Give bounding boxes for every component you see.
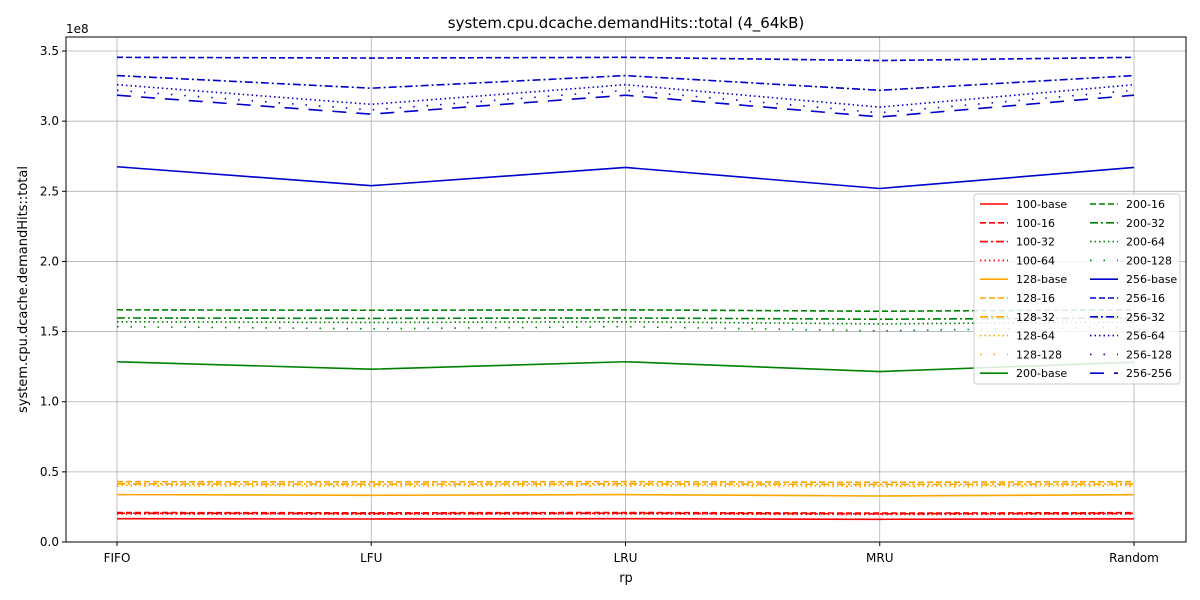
series-100-base — [116, 517, 1135, 521]
legend-label: 256-64 — [1126, 330, 1165, 343]
legend-label: 256-base — [1126, 273, 1177, 286]
series-128-base — [116, 493, 1135, 497]
series-line-256-32 — [116, 74, 1135, 92]
y-axis-label: system.cpu.dcache.demandHits::total — [16, 166, 31, 413]
legend-entry-200-16: 200-16 — [1090, 198, 1165, 211]
legend-label: 200-128 — [1126, 254, 1172, 267]
legend-label: 256-256 — [1126, 367, 1172, 380]
legend-box — [973, 193, 1181, 385]
legend-label: 100-16 — [1016, 217, 1055, 230]
series-100-64 — [116, 513, 1135, 516]
y-tick-label: 1.0 — [40, 395, 59, 409]
y-tick-label: 2.5 — [40, 184, 59, 198]
series-128-16 — [116, 480, 1135, 484]
legend-entry-100-16: 100-16 — [980, 217, 1055, 230]
legend-label: 128-32 — [1016, 311, 1055, 324]
series-128-64 — [116, 484, 1135, 487]
series-line-128-32 — [116, 482, 1135, 486]
series-128-32 — [116, 482, 1135, 486]
legend-entry-256-256: 256-256 — [1090, 367, 1172, 380]
y-tick-label: 0.5 — [40, 465, 59, 479]
y-tick-label: 3.5 — [40, 44, 59, 58]
x-axis-label: rp — [619, 571, 633, 586]
series-256-32 — [116, 74, 1135, 92]
legend-entry-100-64: 100-64 — [980, 254, 1055, 267]
legend-label: 128-16 — [1016, 292, 1055, 305]
legend-label: 128-64 — [1016, 330, 1055, 343]
legend-label: 200-base — [1016, 367, 1067, 380]
series-line-128-64 — [116, 484, 1135, 487]
x-tick-label: MRU — [866, 551, 893, 565]
y-tick-label: 2.0 — [40, 254, 59, 268]
y-tick-label: 1.5 — [40, 325, 59, 339]
series-line-100-64 — [116, 513, 1135, 516]
x-tick-label: Random — [1109, 551, 1159, 565]
legend-entry-100-base: 100-base — [980, 198, 1067, 211]
legend-label: 200-32 — [1126, 217, 1165, 230]
legend-entry-256-base: 256-base — [1090, 273, 1177, 286]
legend-label: 256-128 — [1126, 348, 1172, 361]
legend-label: 100-32 — [1016, 236, 1055, 249]
y-axis-multiplier: 1e8 — [66, 22, 89, 36]
series-256-16 — [116, 56, 1135, 62]
x-axis: FIFO LFU LRU MRU Random — [104, 542, 1159, 565]
legend-entry-256-64: 256-64 — [1090, 330, 1165, 343]
y-tick-label: 0.0 — [40, 535, 59, 549]
chart-title: system.cpu.dcache.demandHits::total (4_6… — [448, 14, 804, 33]
series-256-base — [116, 165, 1135, 190]
legend-label: 100-base — [1016, 198, 1067, 211]
legend-entry-128-16: 128-16 — [980, 292, 1055, 305]
legend-entry-128-base: 128-base — [980, 273, 1067, 286]
legend-entry-128-32: 128-32 — [980, 311, 1055, 324]
legend-label: 200-64 — [1126, 236, 1165, 249]
series-256-256 — [116, 94, 1135, 118]
series-line-100-base — [116, 517, 1135, 521]
legend-entry-200-128: 200-128 — [1090, 254, 1172, 267]
legend-entry-256-16: 256-16 — [1090, 292, 1165, 305]
series-200-128 — [116, 325, 1135, 332]
legend-label: 100-64 — [1016, 254, 1055, 267]
legend-label: 256-32 — [1126, 311, 1165, 324]
series-layer — [116, 56, 1135, 521]
series-128-128 — [116, 485, 1135, 488]
legend: 100-base 100-16 100-32 100-64 128-base 128-16… — [973, 193, 1181, 385]
legend-entry-200-64: 200-64 — [1090, 236, 1165, 249]
legend-label: 128-base — [1016, 273, 1067, 286]
legend-label: 200-16 — [1126, 198, 1165, 211]
legend-entry-128-64: 128-64 — [980, 330, 1055, 343]
series-line-128-16 — [116, 480, 1135, 484]
legend-entry-256-32: 256-32 — [1090, 311, 1165, 324]
legend-entry-200-base: 200-base — [980, 367, 1067, 380]
legend-label: 256-16 — [1126, 292, 1165, 305]
series-256-128 — [116, 89, 1135, 114]
x-tick-label: LRU — [614, 551, 638, 565]
x-tick-label: LFU — [360, 551, 382, 565]
y-axis: 0.0 0.5 1.0 1.5 2.0 2.5 3.0 3.5 — [40, 44, 66, 549]
legend-entry-200-32: 200-32 — [1090, 217, 1165, 230]
legend-entry-128-128: 128-128 — [980, 348, 1062, 361]
series-256-64 — [116, 83, 1135, 108]
legend-label: 128-128 — [1016, 348, 1062, 361]
y-tick-label: 3.0 — [40, 114, 59, 128]
legend-entry-256-128: 256-128 — [1090, 348, 1172, 361]
legend-entry-100-32: 100-32 — [980, 236, 1055, 249]
x-tick-label: FIFO — [104, 551, 131, 565]
